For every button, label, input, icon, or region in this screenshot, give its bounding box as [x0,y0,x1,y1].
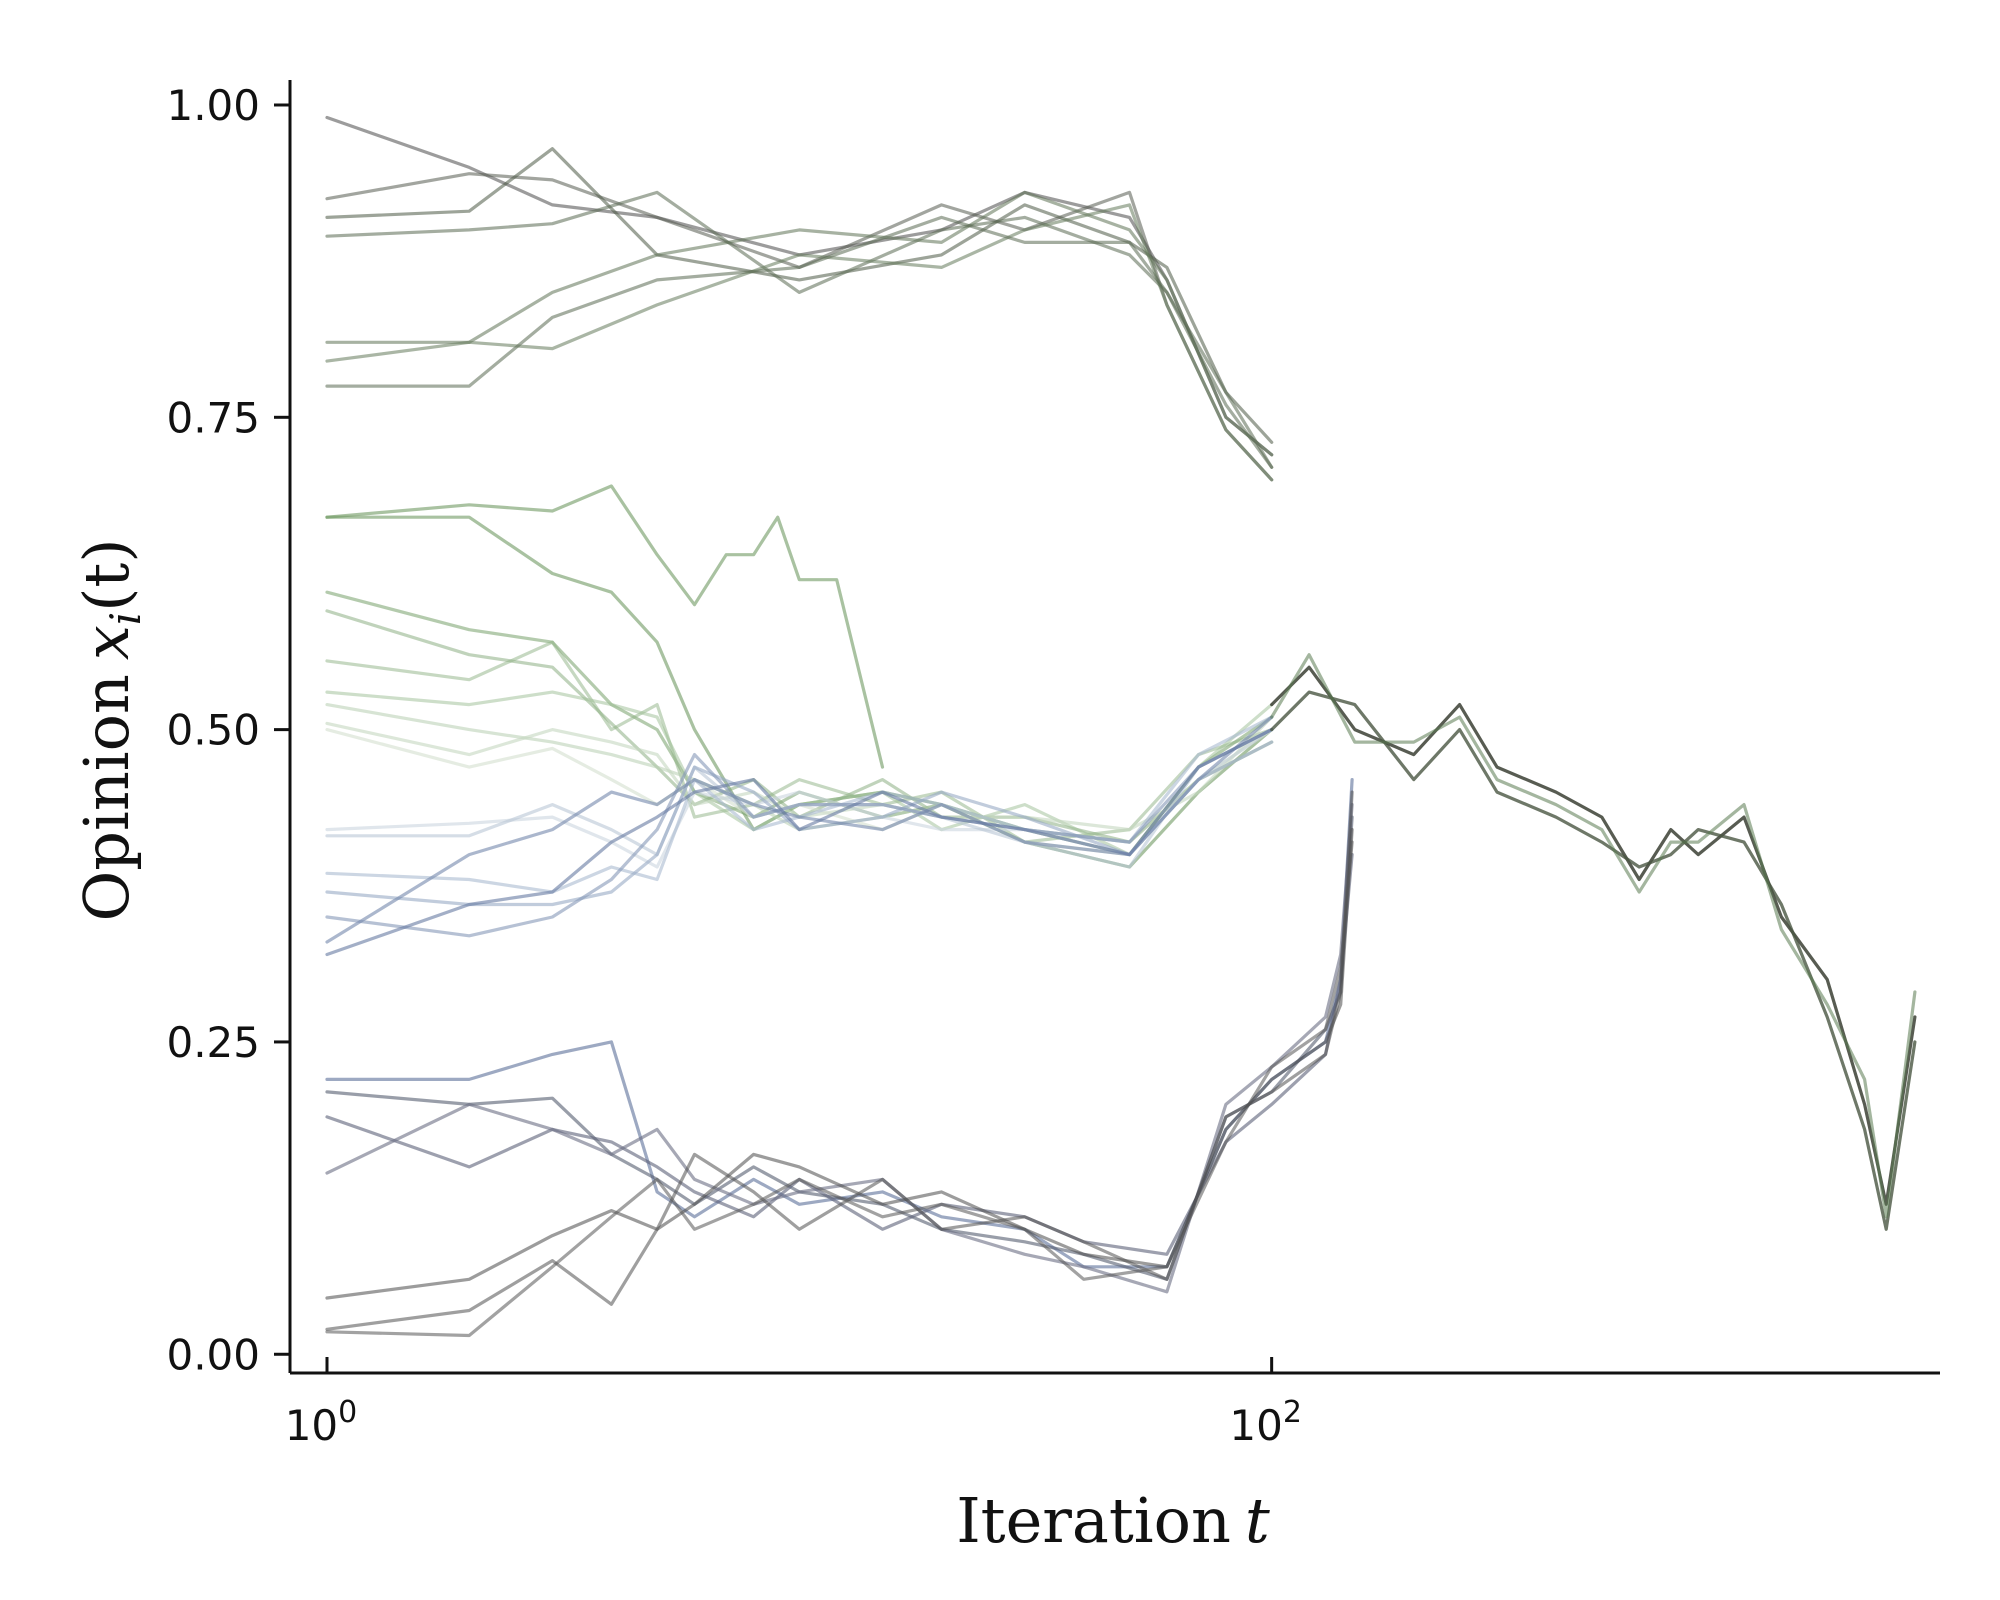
y-axis-title: Opinion xi(t) [70,538,150,921]
y-axis-title-arg: (t) [70,538,143,611]
opinion-trajectory-mid-11 [325,640,1274,844]
plot-series-group [325,115,1917,1338]
x-tick-label: 102 [1229,1395,1302,1450]
opinion-trajectory-top-0 [325,115,1274,457]
opinion-trajectory-top-2 [325,147,1274,444]
opinion-trajectory-final-31 [1270,690,1917,1231]
opinion-trajectory-bottom-27 [325,827,1354,1300]
opinion-trajectory-mid-16 [325,727,1274,869]
opinion-trajectory-bottom-29 [325,840,1354,1338]
opinion-trajectory-mid-10 [325,609,1274,844]
opinion-trajectory-mid-22 [325,727,1274,957]
opinion-trajectory-bottom-28 [325,790,1354,1331]
opinion-trajectory-mid-8 [325,515,1274,869]
y-ticks: 0.00 0.25 0.50 0.75 1.00 [166,81,290,1379]
opinion-trajectory-final-32 [1270,653,1917,1219]
y-axis-title-text: Opinion [70,674,143,921]
opinion-trajectory-mid-14 [325,715,1274,832]
opinion-trajectory-bottom-26 [325,802,1354,1294]
y-axis-title-sub: i [101,612,150,625]
opinion-trajectory-mid-7 [325,484,885,769]
opinion-trajectory-bottom-25 [325,852,1354,1256]
y-tick-label: 0.75 [166,393,260,442]
opinion-trajectory-final-30 [1270,665,1917,1206]
opinion-trajectory-top-4 [325,190,1274,457]
opinion-trajectory-top-3 [325,190,1274,469]
opinion-trajectory-mid-13 [325,702,1274,844]
x-tick-label: 100 [285,1395,358,1450]
opinion-trajectory-mid-17 [325,727,1274,869]
x-ticks: 100 102 [285,1357,1302,1450]
y-tick-label: 0.25 [166,1018,260,1067]
y-tick-label: 1.00 [166,81,260,130]
x-axis-title-var: t [1245,1484,1270,1557]
opinion-trajectory-top-6 [325,215,1274,469]
x-axis-title-text: Iteration [956,1484,1231,1557]
opinion-trajectory-top-5 [325,203,1274,482]
y-tick-label: 0.50 [166,706,260,755]
y-axis-title-var: x [70,625,143,660]
opinion-trajectory-bottom-24 [325,815,1354,1281]
opinion-trajectory-mid-21 [325,715,1274,944]
axes [288,80,1940,1375]
x-axis-title: Iteration t [956,1484,1270,1557]
y-tick-label: 0.00 [166,1330,260,1379]
